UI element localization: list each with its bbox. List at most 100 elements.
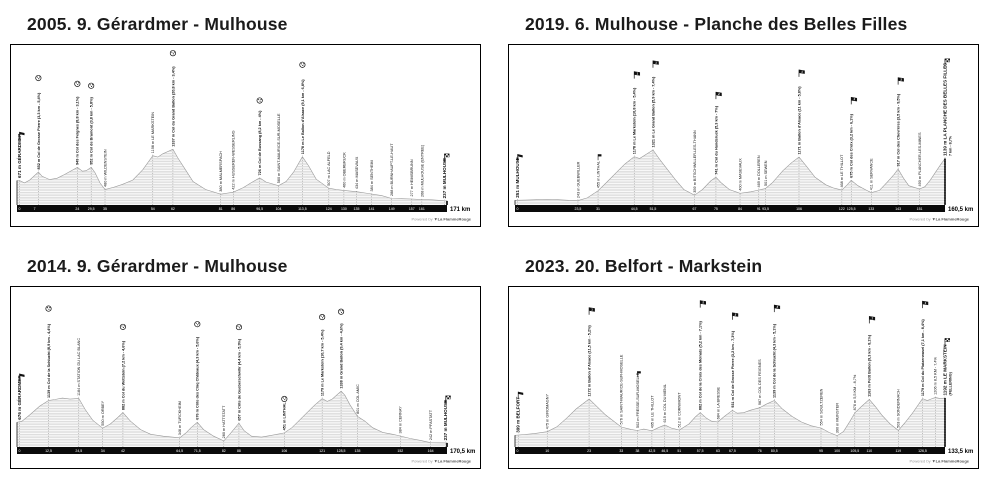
- profile-outline: [17, 148, 448, 202]
- waypoint-label: 1338 m Grand Ballon (9,4 km - 4,6%): [339, 323, 343, 389]
- waypoint-label: 380 m MALMERSPACH: [219, 151, 223, 192]
- km-axis-bar: [17, 447, 447, 454]
- km-tick: 29,5: [88, 207, 95, 211]
- waypoint-label: 1139 m Col de la Schlucht (4,3 km - 5,1%…: [773, 323, 777, 398]
- elevation-profile-svg: 671 m GÉRARDMER 852 m Col de Grosse Pierr…: [15, 50, 472, 222]
- waypoint-label: 550 m ORBEY: [101, 400, 105, 425]
- km-tick: 10: [545, 449, 549, 453]
- waypoint-label: 1179 m Le Markstein (10,7 km - 5,4%): [321, 329, 325, 396]
- km-axis-bar: [515, 205, 945, 212]
- waypoint-label: 277 m HEIMSBRUNN: [410, 159, 414, 196]
- kom-circle-marker: [299, 61, 306, 68]
- kom-circle-marker: [319, 314, 326, 321]
- elevation-area: [17, 391, 447, 447]
- waypoint-label: 1184 m STATION DU LAC BLANC: [77, 338, 81, 396]
- waypoint-label: 576 m SAINT-MAURICE-SUR-MOSELLE: [620, 354, 624, 424]
- waypoint-label: 384 m SENTHEIM: [370, 160, 374, 191]
- waypoint-label: 237 m MULHOUSE: [443, 400, 448, 441]
- km-tick: 106: [796, 207, 802, 211]
- svg-text:1: 1: [591, 307, 594, 311]
- powered-by-watermark: Powered by ▼La FlammeRouge: [909, 217, 969, 222]
- category-3-flag-icon: 3: [850, 97, 858, 105]
- panel-title: 2023. 20. Belfort - Markstein: [525, 256, 763, 276]
- km-tick: 161: [419, 207, 425, 211]
- km-tick: 24: [75, 207, 79, 211]
- category-3-flag-icon: 3: [773, 304, 781, 313]
- waypoint-label: 512 m CORNIMONT: [678, 392, 682, 428]
- km-tick: 84: [738, 207, 742, 211]
- km-tick: 124: [326, 207, 332, 211]
- stage-panel-2014: 2014. 9. Gérardmer - Mulhouse 676 m GÉRA…: [10, 256, 481, 469]
- category-2-flag-icon: 2: [699, 300, 707, 308]
- waypoint-label: 671 m GÉRARDMER: [15, 133, 22, 178]
- km-tick: 91: [757, 207, 761, 211]
- category-1-flag-icon: 1: [798, 69, 805, 77]
- finish-checkered-flag-icon: [944, 58, 951, 68]
- km-tick: 34: [101, 449, 105, 453]
- km-tick: 35: [103, 207, 107, 211]
- waypoint-label: 657 m Côte de Gueberschwihr (4,4 km - 5,…: [237, 338, 241, 421]
- kom-circle-marker: [169, 50, 176, 57]
- km-tick: 63: [716, 449, 720, 453]
- small-flag-icon: [637, 371, 641, 378]
- km-tick: 0: [19, 449, 21, 453]
- waypoint-label: 1139 m Col de la Schlucht (8,9 km - 4,4%…: [47, 323, 51, 398]
- waypoint-label: 243 m GUEBWILLER: [576, 161, 580, 198]
- km-axis-bar: [17, 205, 447, 212]
- kom-circle-marker: [119, 323, 126, 330]
- category-1-flag-icon: 1: [922, 300, 929, 309]
- profile-outline: [514, 149, 946, 201]
- svg-text:1: 1: [801, 70, 804, 74]
- km-tick: 0: [517, 449, 519, 453]
- km-tick: 7: [34, 207, 36, 211]
- kom-circle-marker: [45, 305, 52, 312]
- stage-panel-2005: 2005. 9. Gérardmer - Mulhouse 671 m GÉRA…: [10, 14, 481, 227]
- km-tick: 106: [281, 449, 287, 453]
- km-tick: 93,5: [762, 207, 769, 211]
- km-tick: 51,5: [650, 207, 657, 211]
- svg-text:3: 3: [853, 97, 856, 101]
- km-tick: 44,5: [631, 207, 638, 211]
- waypoint-label: 507 m LAC ALFELD: [327, 151, 331, 185]
- waypoint-label: 952 m Col de Bramont (3,8 km - 5,8%): [90, 97, 94, 165]
- kom-circle-marker: [74, 80, 81, 87]
- km-tick: 64,5: [176, 449, 183, 453]
- waypoint-label: 1139 m LA PLANCHE DES BELLES FILLES: [942, 63, 947, 156]
- waypoint-label: 801 m COL AMIC: [356, 384, 360, 414]
- km-tick: 33: [619, 449, 623, 453]
- waypoint-label: 684 m LA BRESSE: [716, 386, 720, 419]
- powered-by-watermark: Powered by ▼La FlammeRouge: [909, 459, 969, 464]
- km-tick: 88: [237, 449, 241, 453]
- km-tick: 71,5: [194, 449, 201, 453]
- km-tick: 130: [341, 207, 347, 211]
- start-flag-icon: [517, 154, 523, 162]
- kom-circle-marker: [194, 321, 201, 328]
- km-tick: 151: [917, 207, 923, 211]
- waypoint-label: 676 m GÉRARDMER: [15, 375, 22, 420]
- profile-outline: [514, 397, 946, 437]
- km-tick: 157: [409, 207, 415, 211]
- waypoint-label: 455 m LINTHAL: [596, 161, 600, 188]
- kom-circle-marker: [256, 97, 263, 104]
- waypoint-label: 882 m Col du Wettstein (7,2 km - 4,6%): [121, 340, 125, 410]
- waypoint-label: 882 m Col de la Croix des Moinats (5,2 k…: [699, 321, 703, 411]
- waypoint-label: 676 m Côte des Cinq Châteaux (4,3 km - 5…: [196, 336, 200, 420]
- svg-text:1: 1: [636, 71, 639, 75]
- km-tick: 23: [587, 449, 591, 453]
- start-flag-icon: [517, 391, 524, 400]
- waypoint-label: 852 m Col de Grosse Pierre (3,3 km - 5,4…: [37, 92, 41, 170]
- waypoint-label: 495 m LE THILLOT: [650, 395, 654, 429]
- km-tick: 110: [867, 449, 873, 453]
- waypoint-label: 1178 m Le Markstein (10,8 km - 5,4%): [633, 87, 637, 154]
- waypoint-label: 1171 m Ballon d'Alsace (11 km - 5,8%): [797, 86, 801, 155]
- waypoint-label: 1337 m Col du Grand Ballon (20,8 km - 3,…: [171, 66, 175, 147]
- category-2-flag-icon: 2: [732, 312, 739, 320]
- svg-text:3: 3: [776, 305, 779, 309]
- waypoint-label: 480 m WILDENSTEIN: [103, 149, 107, 187]
- waypoint-label: 460 m OBERBRUCK: [342, 152, 346, 188]
- waypoint-label: 1172 m Ballon d'Alsace (11,5 km - 5,2%): [587, 325, 591, 397]
- waypoint-label: 931 m Col de Grosse Pierre (3,2 km - 7,3…: [731, 330, 735, 408]
- km-tick: 67,5: [729, 449, 736, 453]
- svg-text:2: 2: [900, 77, 903, 81]
- km-tick: 67: [693, 207, 697, 211]
